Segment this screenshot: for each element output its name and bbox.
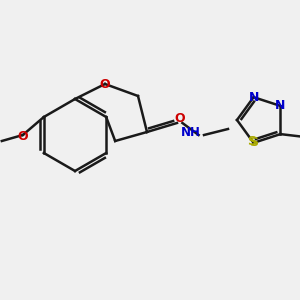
Text: O: O [17,130,28,143]
Text: O: O [175,112,185,125]
Text: N: N [248,91,259,104]
Text: O: O [100,77,110,91]
Text: NH: NH [181,125,200,139]
Text: S: S [248,135,256,148]
Text: N: N [275,99,286,112]
Text: S: S [249,136,258,149]
